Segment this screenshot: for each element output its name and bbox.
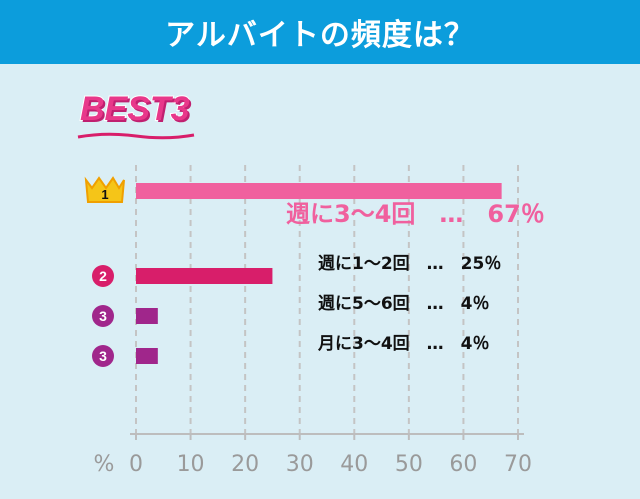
bar [136,348,158,364]
rank-number: 3 [99,308,107,324]
tick-label: 10 [177,452,205,477]
bar [136,183,502,199]
title-banner: アルバイトの頻度は？ [0,0,640,64]
crown-icon: 1 [84,176,125,203]
tick-label: 70 [504,452,532,477]
rank-circle-icon [92,345,114,367]
tick-label: 50 [395,452,423,477]
rank-number: 3 [99,348,107,364]
bar [136,268,273,284]
page-title: アルバイトの頻度は？ [165,18,475,53]
tick-label: 60 [449,452,477,477]
bar-label: 週に1～2回 … 25％ [318,253,502,274]
rank-number: 1 [101,187,108,202]
bar-label: 週に3～4回 … 67％ [286,200,545,228]
tick-label: 20 [231,452,259,477]
bar [136,308,158,324]
tick-label: 0 [129,452,143,477]
rank-circle-icon [92,265,114,287]
badge-underline [77,132,195,140]
best3-badge: BEST3 [79,89,191,129]
bar-label: 週に5～6回 … 4％ [318,293,490,314]
tick-label: 40 [340,452,368,477]
bar-label: 月に3～4回 … 4％ [318,333,490,354]
rank-circle-icon [92,305,114,327]
axis-unit-label: % [94,452,115,477]
rank-number: 2 [99,268,107,284]
tick-label: 30 [286,452,314,477]
crown-shape [84,176,125,203]
